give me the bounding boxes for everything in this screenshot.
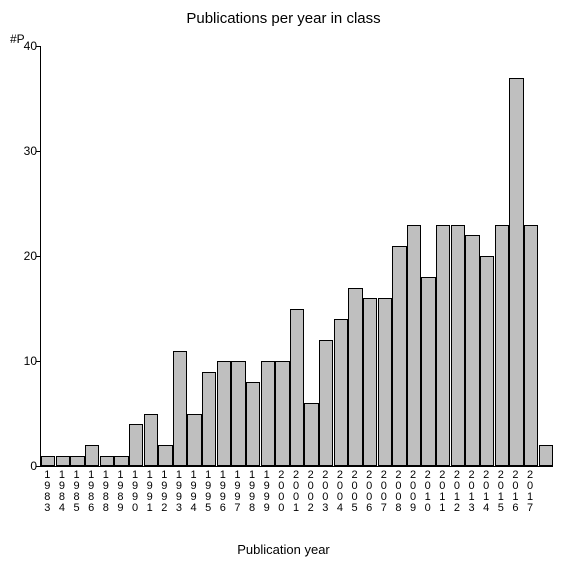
xtick-label: 2007 [377, 470, 391, 514]
xtick-label: 2008 [391, 470, 405, 514]
bar [290, 309, 304, 467]
bar [114, 456, 128, 467]
bar [539, 445, 553, 466]
ytick-label: 30 [9, 144, 37, 158]
bar [465, 235, 479, 466]
bar [158, 445, 172, 466]
bar [56, 456, 70, 467]
bar [392, 246, 406, 467]
bar [407, 225, 421, 467]
bar [334, 319, 348, 466]
chart-container: Publications per year in class #P Public… [0, 0, 567, 567]
bar [246, 382, 260, 466]
xtick-label: 2009 [406, 470, 420, 514]
xtick-label: 1991 [143, 470, 157, 514]
xtick-label: 2006 [362, 470, 376, 514]
bar [173, 351, 187, 467]
xtick-label: 1986 [84, 470, 98, 514]
bar [41, 456, 55, 467]
bar [275, 361, 289, 466]
xtick-label: 1995 [201, 470, 215, 514]
x-axis-label: Publication year [0, 542, 567, 557]
bar [480, 256, 494, 466]
xtick-label: 2010 [421, 470, 435, 514]
xtick-label: 2015 [494, 470, 508, 514]
bar [436, 225, 450, 467]
ytick-label: 0 [9, 459, 37, 473]
xtick-label: 1992 [157, 470, 171, 514]
xtick-label: 2017 [523, 470, 537, 514]
xtick-label: 1996 [216, 470, 230, 514]
bar [524, 225, 538, 467]
bar [85, 445, 99, 466]
bar [378, 298, 392, 466]
xtick-label: 1994 [187, 470, 201, 514]
xtick-label: 2016 [508, 470, 522, 514]
xtick-label: 1988 [99, 470, 113, 514]
xtick-label: 1989 [113, 470, 127, 514]
bar [231, 361, 245, 466]
xtick-label: 2002 [304, 470, 318, 514]
bar [495, 225, 509, 467]
bar [319, 340, 333, 466]
bar [129, 424, 143, 466]
xtick-label: 1990 [128, 470, 142, 514]
xtick-label: 1998 [245, 470, 259, 514]
bar [70, 456, 84, 467]
xtick-label: 1999 [260, 470, 274, 514]
ytick-mark [36, 151, 40, 152]
bar [187, 414, 201, 467]
bar [100, 456, 114, 467]
bar [363, 298, 377, 466]
xtick-label: 2004 [333, 470, 347, 514]
bar [202, 372, 216, 467]
bar [421, 277, 435, 466]
bar [144, 414, 158, 467]
ytick-mark [36, 466, 40, 467]
xtick-label: 1993 [172, 470, 186, 514]
bar [509, 78, 523, 467]
bar [261, 361, 275, 466]
ytick-label: 10 [9, 354, 37, 368]
xtick-label: 2014 [479, 470, 493, 514]
xtick-label: 1997 [230, 470, 244, 514]
bar [304, 403, 318, 466]
xtick-label: 2011 [435, 470, 449, 514]
xtick-label: 2005 [348, 470, 362, 514]
bar [348, 288, 362, 467]
xtick-label: 2000 [274, 470, 288, 514]
chart-title: Publications per year in class [0, 10, 567, 27]
ytick-mark [36, 46, 40, 47]
xtick-label: 2003 [318, 470, 332, 514]
xtick-label: 1985 [70, 470, 84, 514]
xtick-label: 2012 [450, 470, 464, 514]
xtick-label: 2001 [289, 470, 303, 514]
bar [451, 225, 465, 467]
ytick-label: 40 [9, 39, 37, 53]
xtick-label: 2013 [465, 470, 479, 514]
bar [217, 361, 231, 466]
xtick-label: 1984 [55, 470, 69, 514]
ytick-mark [36, 256, 40, 257]
ytick-label: 20 [9, 249, 37, 263]
plot-area [40, 46, 553, 467]
ytick-mark [36, 361, 40, 362]
xtick-label: 1983 [40, 470, 54, 514]
